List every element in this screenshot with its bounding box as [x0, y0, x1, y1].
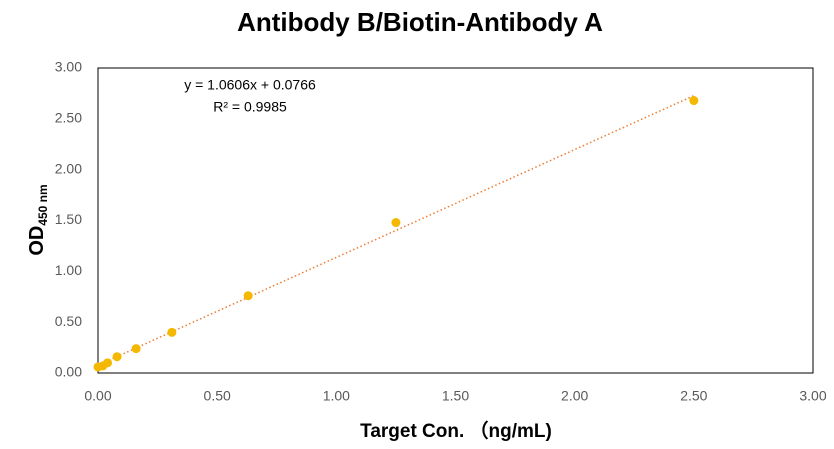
y-axis-title-main: OD: [26, 226, 48, 256]
y-tick-label: 0.00: [55, 364, 82, 380]
data-point: [131, 344, 141, 354]
x-tick-label: 1.00: [323, 388, 350, 404]
y-tick-label: 2.00: [55, 160, 82, 176]
data-point: [103, 358, 113, 368]
data-point: [243, 291, 253, 301]
trendline-r2: R² = 0.9985: [213, 99, 287, 115]
trendline-equation: y = 1.0606x + 0.0766: [184, 77, 316, 93]
y-tick-label: 1.00: [55, 262, 82, 278]
y-tick-label: 2.50: [55, 110, 82, 126]
x-tick-label: 2.00: [561, 388, 588, 404]
trendline: [97, 94, 695, 366]
x-axis-title: Target Con. （ng/mL): [360, 419, 552, 442]
y-tick-label: 3.00: [55, 59, 82, 75]
data-point: [391, 218, 401, 228]
x-tick-label: 0.50: [204, 388, 231, 404]
chart-title: Antibody B/Biotin-Antibody A: [237, 7, 603, 37]
y-axis-title: OD450 nm: [26, 184, 50, 255]
x-tick-label: 0.00: [84, 388, 111, 404]
x-tick-label: 1.50: [442, 388, 469, 404]
y-tick-label: 1.50: [55, 211, 82, 227]
data-point: [112, 352, 122, 362]
plot-frame: [97, 67, 814, 374]
y-axis-title-sub: 450 nm: [36, 184, 50, 225]
y-tick-label: 0.50: [55, 313, 82, 329]
x-tick-label: 2.50: [680, 388, 707, 404]
x-tick-label: 3.00: [799, 388, 826, 404]
data-point: [689, 96, 699, 106]
data-point: [167, 327, 177, 337]
